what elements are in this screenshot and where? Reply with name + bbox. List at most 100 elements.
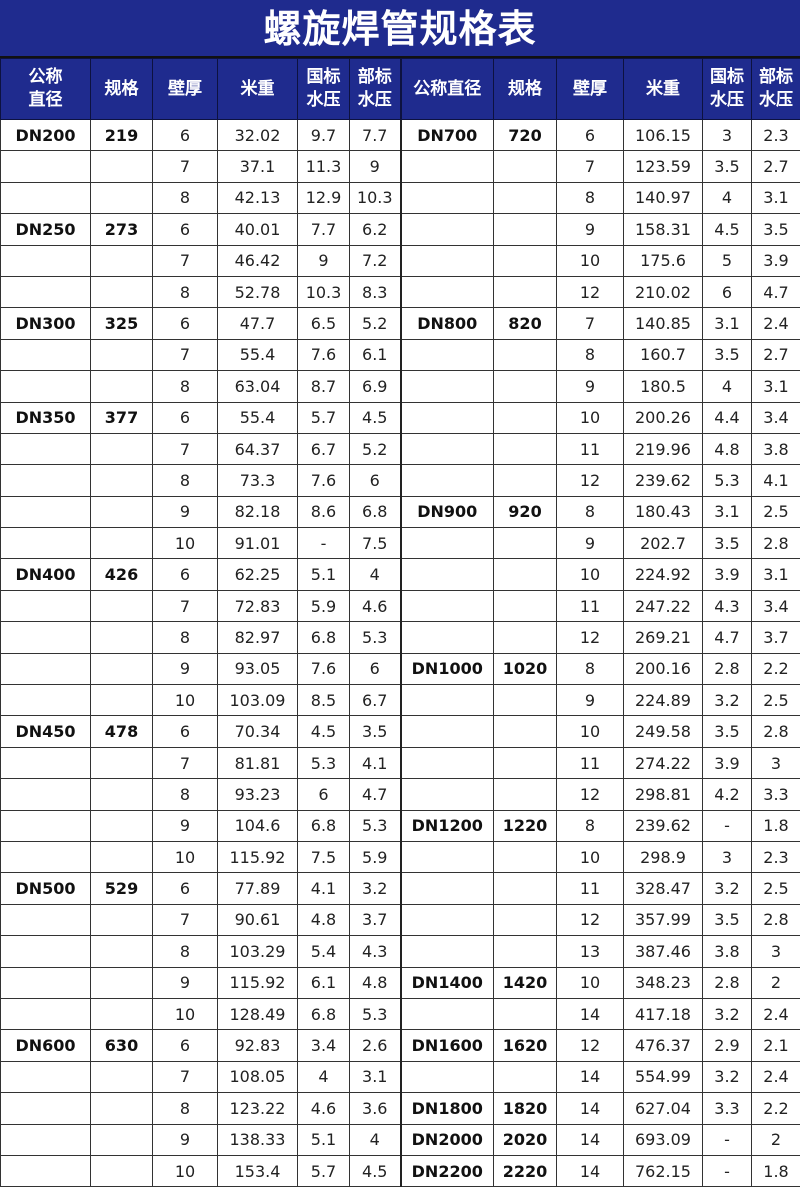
cell-weight-per-meter: 298.9 bbox=[624, 841, 703, 872]
cell-spec bbox=[494, 151, 557, 182]
cell-weight-per-meter: 224.89 bbox=[624, 685, 703, 716]
cell-gb-water-pressure: - bbox=[703, 810, 752, 841]
cell-spec bbox=[91, 339, 153, 370]
cell-ministry-water-pressure: 6.8 bbox=[350, 496, 401, 527]
cell-nominal-diameter bbox=[401, 528, 494, 559]
cell-nominal-diameter bbox=[1, 936, 91, 967]
cell-gb-water-pressure: - bbox=[298, 528, 350, 559]
cell-wall-thickness: 12 bbox=[557, 904, 624, 935]
cell-wall-thickness: 8 bbox=[153, 276, 218, 307]
cell-ministry-water-pressure: 3.2 bbox=[350, 873, 401, 904]
cell-weight-per-meter: 37.1 bbox=[218, 151, 298, 182]
cell-ministry-water-pressure: 1.8 bbox=[752, 1155, 800, 1186]
cell-weight-per-meter: 269.21 bbox=[624, 622, 703, 653]
cell-nominal-diameter: DN2000 bbox=[401, 1124, 494, 1155]
cell-weight-per-meter: 70.34 bbox=[218, 716, 298, 747]
cell-gb-water-pressure: 7.5 bbox=[298, 841, 350, 872]
cell-ministry-water-pressure: 2.5 bbox=[752, 873, 800, 904]
cell-gb-water-pressure: 7.6 bbox=[298, 653, 350, 684]
cell-wall-thickness: 11 bbox=[557, 590, 624, 621]
cell-spec bbox=[91, 653, 153, 684]
cell-nominal-diameter bbox=[1, 810, 91, 841]
cell-wall-thickness: 12 bbox=[557, 622, 624, 653]
cell-weight-per-meter: 387.46 bbox=[624, 936, 703, 967]
cell-spec bbox=[91, 936, 153, 967]
cell-spec bbox=[91, 779, 153, 810]
cell-spec: 1220 bbox=[494, 810, 557, 841]
cell-spec bbox=[494, 182, 557, 213]
cell-weight-per-meter: 138.33 bbox=[218, 1124, 298, 1155]
cell-gb-water-pressure: 4.5 bbox=[298, 716, 350, 747]
cell-ministry-water-pressure: 2.6 bbox=[350, 1030, 401, 1061]
cell-nominal-diameter bbox=[401, 936, 494, 967]
cell-weight-per-meter: 200.16 bbox=[624, 653, 703, 684]
cell-wall-thickness: 8 bbox=[153, 465, 218, 496]
cell-ministry-water-pressure: 5.3 bbox=[350, 998, 401, 1029]
cell-spec bbox=[91, 1124, 153, 1155]
cell-wall-thickness: 10 bbox=[557, 402, 624, 433]
cell-wall-thickness: 6 bbox=[153, 214, 218, 245]
cell-spec bbox=[494, 528, 557, 559]
cell-wall-thickness: 6 bbox=[153, 402, 218, 433]
cell-nominal-diameter bbox=[1, 747, 91, 778]
cell-spec: 219 bbox=[91, 120, 153, 151]
cell-nominal-diameter bbox=[1, 433, 91, 464]
cell-nominal-diameter bbox=[401, 465, 494, 496]
cell-spec bbox=[494, 245, 557, 276]
cell-wall-thickness: 10 bbox=[153, 998, 218, 1029]
cell-weight-per-meter: 115.92 bbox=[218, 841, 298, 872]
header-ministry-water-pressure: 部标水压 bbox=[752, 59, 800, 120]
cell-gb-water-pressure: 6.8 bbox=[298, 622, 350, 653]
cell-ministry-water-pressure: 2 bbox=[752, 1124, 800, 1155]
cell-wall-thickness: 7 bbox=[153, 151, 218, 182]
cell-gb-water-pressure: 9.7 bbox=[298, 120, 350, 151]
cell-weight-per-meter: 103.09 bbox=[218, 685, 298, 716]
cell-gb-water-pressure: 3.9 bbox=[703, 747, 752, 778]
cell-ministry-water-pressure: 7.5 bbox=[350, 528, 401, 559]
cell-wall-thickness: 8 bbox=[153, 936, 218, 967]
cell-spec: 325 bbox=[91, 308, 153, 339]
cell-ministry-water-pressure: 2.3 bbox=[752, 841, 800, 872]
cell-gb-water-pressure: 3.5 bbox=[703, 716, 752, 747]
cell-spec bbox=[494, 276, 557, 307]
cell-ministry-water-pressure: 6.1 bbox=[350, 339, 401, 370]
cell-wall-thickness: 7 bbox=[153, 339, 218, 370]
cell-wall-thickness: 12 bbox=[557, 1030, 624, 1061]
cell-weight-per-meter: 93.05 bbox=[218, 653, 298, 684]
cell-nominal-diameter bbox=[1, 622, 91, 653]
header-wall-thickness: 壁厚 bbox=[153, 59, 218, 120]
cell-nominal-diameter bbox=[401, 276, 494, 307]
cell-weight-per-meter: 63.04 bbox=[218, 371, 298, 402]
cell-spec: 1820 bbox=[494, 1093, 557, 1124]
cell-wall-thickness: 8 bbox=[557, 339, 624, 370]
cell-nominal-diameter bbox=[401, 182, 494, 213]
cell-nominal-diameter bbox=[401, 841, 494, 872]
cell-wall-thickness: 9 bbox=[557, 528, 624, 559]
cell-weight-per-meter: 103.29 bbox=[218, 936, 298, 967]
cell-spec bbox=[91, 151, 153, 182]
cell-wall-thickness: 8 bbox=[557, 810, 624, 841]
cell-gb-water-pressure: 12.9 bbox=[298, 182, 350, 213]
cell-gb-water-pressure: 8.5 bbox=[298, 685, 350, 716]
cell-wall-thickness: 7 bbox=[153, 590, 218, 621]
cell-spec bbox=[91, 967, 153, 998]
cell-ministry-water-pressure: 3.6 bbox=[350, 1093, 401, 1124]
cell-weight-per-meter: 202.7 bbox=[624, 528, 703, 559]
cell-gb-water-pressure: 3.1 bbox=[703, 496, 752, 527]
cell-gb-water-pressure: 11.3 bbox=[298, 151, 350, 182]
cell-wall-thickness: 12 bbox=[557, 465, 624, 496]
cell-wall-thickness: 13 bbox=[557, 936, 624, 967]
cell-nominal-diameter bbox=[401, 590, 494, 621]
cell-wall-thickness: 10 bbox=[153, 528, 218, 559]
cell-gb-water-pressure: 3 bbox=[703, 841, 752, 872]
cell-ministry-water-pressure: 4.5 bbox=[350, 1155, 401, 1186]
